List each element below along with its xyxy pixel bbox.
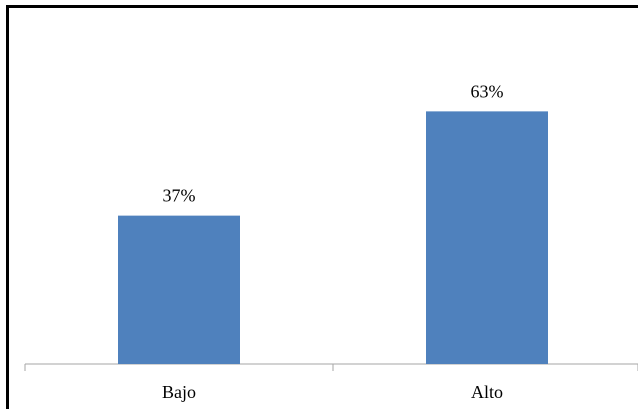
- x-tick-label-bajo: Bajo: [162, 382, 196, 402]
- bar-bajo: [118, 215, 240, 364]
- chart-frame: [6, 5, 638, 409]
- bar-alto: [426, 111, 548, 365]
- data-label-bajo: 37%: [163, 186, 196, 206]
- chart-marks: 37% Bajo 63% Alto: [24, 81, 638, 402]
- x-tick-label-alto: Alto: [471, 382, 503, 402]
- data-label-alto: 63%: [471, 81, 504, 101]
